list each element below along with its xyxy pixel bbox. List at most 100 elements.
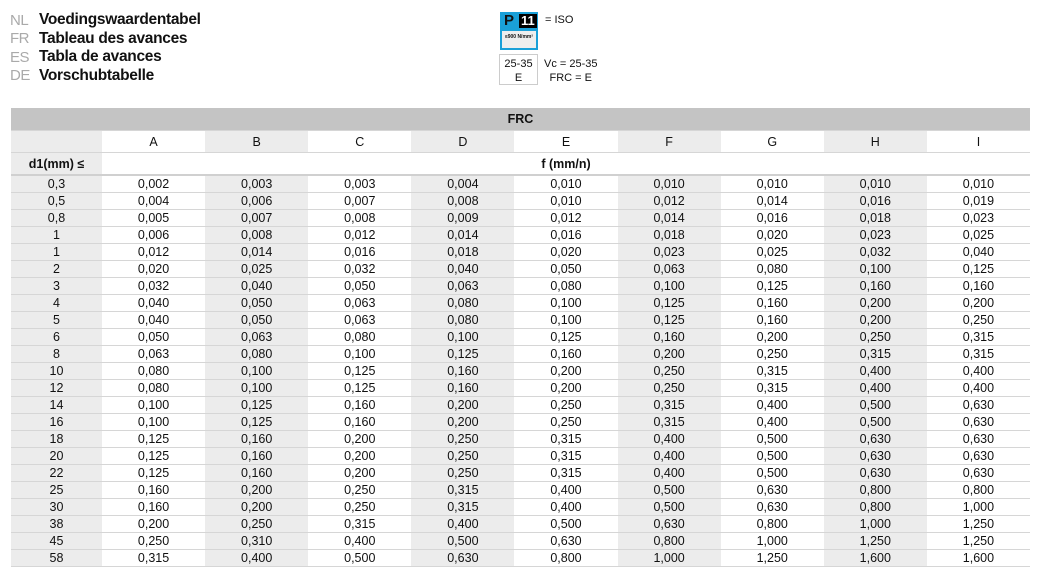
feed-cell: 0,016: [823, 192, 927, 210]
feed-cell: 0,023: [617, 243, 721, 261]
feed-cell: 0,200: [514, 362, 618, 380]
column-header: A: [102, 130, 206, 153]
feed-cell: 0,100: [308, 345, 412, 363]
diameter-cell: 5: [11, 311, 102, 329]
table-row: 14 0,100 0,125 0,160 0,200 0,250 0,315 0,400 0,5…: [11, 396, 1030, 414]
diameter-cell: 10: [11, 362, 102, 380]
feed-cell: 0,200: [411, 413, 515, 431]
feed-cell: 0,025: [205, 260, 309, 278]
feed-cell: 0,400: [720, 396, 824, 414]
feed-cell: 0,630: [926, 447, 1030, 465]
feed-cell: 0,014: [205, 243, 309, 261]
table-row: 16 0,100 0,125 0,160 0,200 0,250 0,315 0,400 0,5…: [11, 413, 1030, 431]
language-code: NL: [10, 11, 29, 29]
feed-cell: 1,000: [720, 532, 824, 550]
unit-row: d1(mm) ≤ f (mm/n): [11, 152, 1030, 176]
feed-cell: 0,003: [308, 175, 412, 193]
diameter-cell: 14: [11, 396, 102, 414]
feed-cell: 0,012: [617, 192, 721, 210]
language-code: DE: [10, 67, 30, 85]
feed-cell: 0,315: [926, 328, 1030, 346]
feed-cell: 1,000: [823, 515, 927, 533]
feed-cell: 0,025: [926, 226, 1030, 244]
feed-cell: 0,125: [205, 413, 309, 431]
feed-cell: 0,050: [205, 311, 309, 329]
feed-cell: 0,050: [102, 328, 206, 346]
feed-cell: 0,160: [720, 294, 824, 312]
table-row: 1 0,006 0,008 0,012 0,014 0,016 0,018 0,020 0,02…: [11, 226, 1030, 244]
feed-cell: 0,500: [308, 549, 412, 567]
feed-cell: 0,023: [926, 209, 1030, 227]
feed-cell: 0,315: [514, 447, 618, 465]
feed-cell: 0,080: [720, 260, 824, 278]
diameter-cell: 0,8: [11, 209, 102, 227]
feed-cell: 0,125: [617, 311, 721, 329]
feed-cell: 0,500: [411, 532, 515, 550]
title-block: NL Voedingswaardentabel FR Tableau des avan…: [10, 11, 201, 85]
feed-cell: 0,010: [514, 175, 618, 193]
feed-cell: 0,400: [926, 379, 1030, 397]
diameter-cell: 0,5: [11, 192, 102, 210]
feed-cell: 0,200: [102, 515, 206, 533]
feed-cell: 1,250: [926, 532, 1030, 550]
feed-cell: 0,050: [205, 294, 309, 312]
table-row: 58 0,315 0,400 0,500 0,630 0,800 1,000 1,250 1,6…: [11, 549, 1030, 567]
feed-cell: 0,125: [411, 345, 515, 363]
feed-cell: 0,315: [411, 498, 515, 516]
feed-cell: 0,200: [926, 294, 1030, 312]
diameter-cell: 2: [11, 260, 102, 278]
feed-cell: 0,040: [102, 294, 206, 312]
title-line: NL Voedingswaardentabel: [10, 11, 201, 30]
feed-cell: 0,630: [720, 498, 824, 516]
feed-cell: 0,080: [411, 311, 515, 329]
feed-cell: 0,160: [514, 345, 618, 363]
feed-cell: 0,160: [102, 481, 206, 499]
table-row: 20 0,125 0,160 0,200 0,250 0,315 0,400 0,500 0,6…: [11, 447, 1030, 465]
diameter-cell: 18: [11, 430, 102, 448]
vc-frc-legend: Vc = 25-35 FRC = E: [544, 57, 598, 85]
feed-cell: 0,040: [205, 277, 309, 295]
feed-cell: 0,315: [514, 464, 618, 482]
feed-cell: 0,400: [823, 362, 927, 380]
title-text: Tabla de avances: [39, 48, 162, 66]
feed-cell: 0,080: [308, 328, 412, 346]
feed-cell: 0,160: [926, 277, 1030, 295]
table-row: 6 0,050 0,063 0,080 0,100 0,125 0,160 0,200 0,25…: [11, 328, 1030, 346]
table-row: 10 0,080 0,100 0,125 0,160 0,200 0,250 0,315 0,4…: [11, 362, 1030, 380]
feed-cell: 0,250: [823, 328, 927, 346]
feed-cell: 0,006: [102, 226, 206, 244]
feed-cell: 0,032: [823, 243, 927, 261]
feed-cell: 0,200: [823, 311, 927, 329]
feed-cell: 0,250: [205, 515, 309, 533]
feed-cell: 0,125: [308, 362, 412, 380]
feed-cell: 0,012: [514, 209, 618, 227]
table-row: 0,8 0,005 0,007 0,008 0,009 0,012 0,014 0,016 0,…: [11, 209, 1030, 227]
language-code: FR: [10, 30, 30, 48]
title-line: FR Tableau des avances: [10, 30, 201, 49]
feed-cell: 0,310: [205, 532, 309, 550]
feed-cell: 0,100: [102, 413, 206, 431]
iso-number: 11: [519, 13, 537, 28]
feed-cell: 0,020: [102, 260, 206, 278]
feed-cell: 0,080: [411, 294, 515, 312]
frc-box-value: E: [514, 72, 523, 84]
feed-cell: 0,800: [823, 498, 927, 516]
diameter-cell: 58: [11, 549, 102, 567]
title-text: Tableau des avances: [39, 29, 188, 47]
feed-cell: 0,315: [617, 396, 721, 414]
feed-cell: 0,500: [720, 447, 824, 465]
feed-cell: 0,250: [308, 498, 412, 516]
feed-cell: 0,125: [102, 464, 206, 482]
feed-cell: 0,006: [205, 192, 309, 210]
column-header: G: [720, 130, 824, 153]
table-row: 38 0,200 0,250 0,315 0,400 0,500 0,630 0,800 1,0…: [11, 515, 1030, 533]
feed-cell: 0,500: [823, 396, 927, 414]
feed-cell: 0,400: [926, 362, 1030, 380]
feed-cell: 0,050: [308, 277, 412, 295]
feed-cell: 0,200: [514, 379, 618, 397]
feed-cell: 0,009: [411, 209, 515, 227]
feed-cell: 0,500: [720, 464, 824, 482]
table-row: 0,5 0,004 0,006 0,007 0,008 0,010 0,012 0,014 0,…: [11, 192, 1030, 210]
feed-cell: 0,630: [823, 430, 927, 448]
